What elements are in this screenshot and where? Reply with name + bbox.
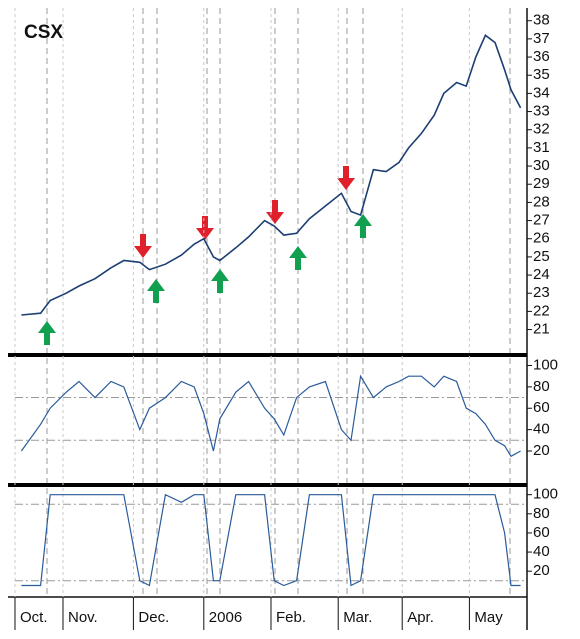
x-tick-label: Feb.: [276, 609, 306, 626]
signal-lines: [46, 8, 511, 597]
y-tick-label: 36: [533, 48, 550, 65]
sell-arrows: [134, 166, 355, 258]
data-line: [21, 493, 521, 587]
buy-arrow: [38, 321, 56, 345]
y-tick-label: 26: [533, 230, 550, 247]
buy-arrow: [147, 279, 165, 303]
chart-title: CSX: [24, 22, 63, 43]
sell-arrow: [266, 200, 284, 224]
sell-arrow: [134, 234, 152, 258]
y-tick-label: 27: [533, 212, 550, 229]
y-tick-label: 100: [533, 356, 558, 373]
x-tick-label: 2006: [209, 609, 242, 626]
y-tick-label: 38: [533, 12, 550, 29]
y-tick-label: 34: [533, 84, 550, 101]
y-tick-label: 29: [533, 175, 550, 192]
y-tick-label: 80: [533, 378, 550, 395]
y-tick-label: 21: [533, 321, 550, 338]
buy-arrow: [289, 246, 307, 270]
y-tick-label: 80: [533, 505, 550, 522]
y-tick-label: 20: [533, 442, 550, 459]
x-tick-label: Mar.: [343, 609, 372, 626]
y-tick-label: 31: [533, 139, 550, 156]
y-tick-label: 40: [533, 543, 550, 560]
sell-arrow: [337, 166, 355, 190]
buy-arrow: [354, 214, 372, 238]
y-tick-label: 35: [533, 66, 550, 83]
y-tick-label: 25: [533, 248, 550, 265]
x-tick-label: Oct.: [20, 609, 48, 626]
y-tick-label: 100: [533, 486, 558, 503]
y-tick-label: 60: [533, 399, 550, 416]
x-tick-label: Nov.: [68, 609, 98, 626]
y-tick-label: 23: [533, 284, 550, 301]
x-tick-label: Dec.: [138, 609, 169, 626]
y-tick-label: 32: [533, 121, 550, 138]
y-tick-label: 24: [533, 266, 550, 283]
x-tick-label: Apr.: [407, 609, 434, 626]
data-line: [20, 374, 521, 458]
data-line: [21, 34, 522, 316]
y-tick-label: 30: [533, 157, 550, 174]
y-tick-label: 37: [533, 30, 550, 47]
y-tick-label: 28: [533, 193, 550, 210]
x-tick-label: May: [474, 609, 503, 626]
buy-arrow: [211, 269, 229, 293]
buy-arrows: [38, 214, 372, 345]
sell-arrow: [196, 216, 214, 240]
y-tick-label: 60: [533, 524, 550, 541]
y-tick-label: 40: [533, 421, 550, 438]
y-tick-label: 22: [533, 302, 550, 319]
y-tick-label: 20: [533, 562, 550, 579]
y-tick-label: 33: [533, 103, 550, 120]
